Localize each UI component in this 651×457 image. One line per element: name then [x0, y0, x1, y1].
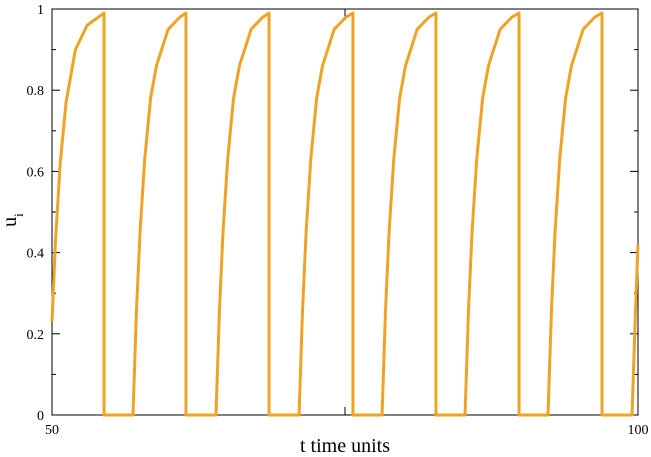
y-tick-label: 0.8	[27, 84, 45, 99]
x-tick-label: 100	[628, 423, 649, 438]
data-line	[50, 11, 640, 417]
y-tick-label: 0.2	[27, 328, 45, 343]
x-tick-label: 50	[45, 423, 59, 438]
x-axis-label: t time units	[300, 435, 390, 457]
y-label-main: u	[0, 217, 21, 227]
y-tick-label: 0.4	[27, 247, 45, 262]
y-tick-label: 0.6	[27, 165, 45, 180]
y-tick-label: 0	[37, 409, 44, 424]
y-axis-label: ui	[0, 213, 26, 227]
y-label-sub: i	[11, 213, 26, 217]
y-tick-label: 1	[37, 3, 44, 18]
